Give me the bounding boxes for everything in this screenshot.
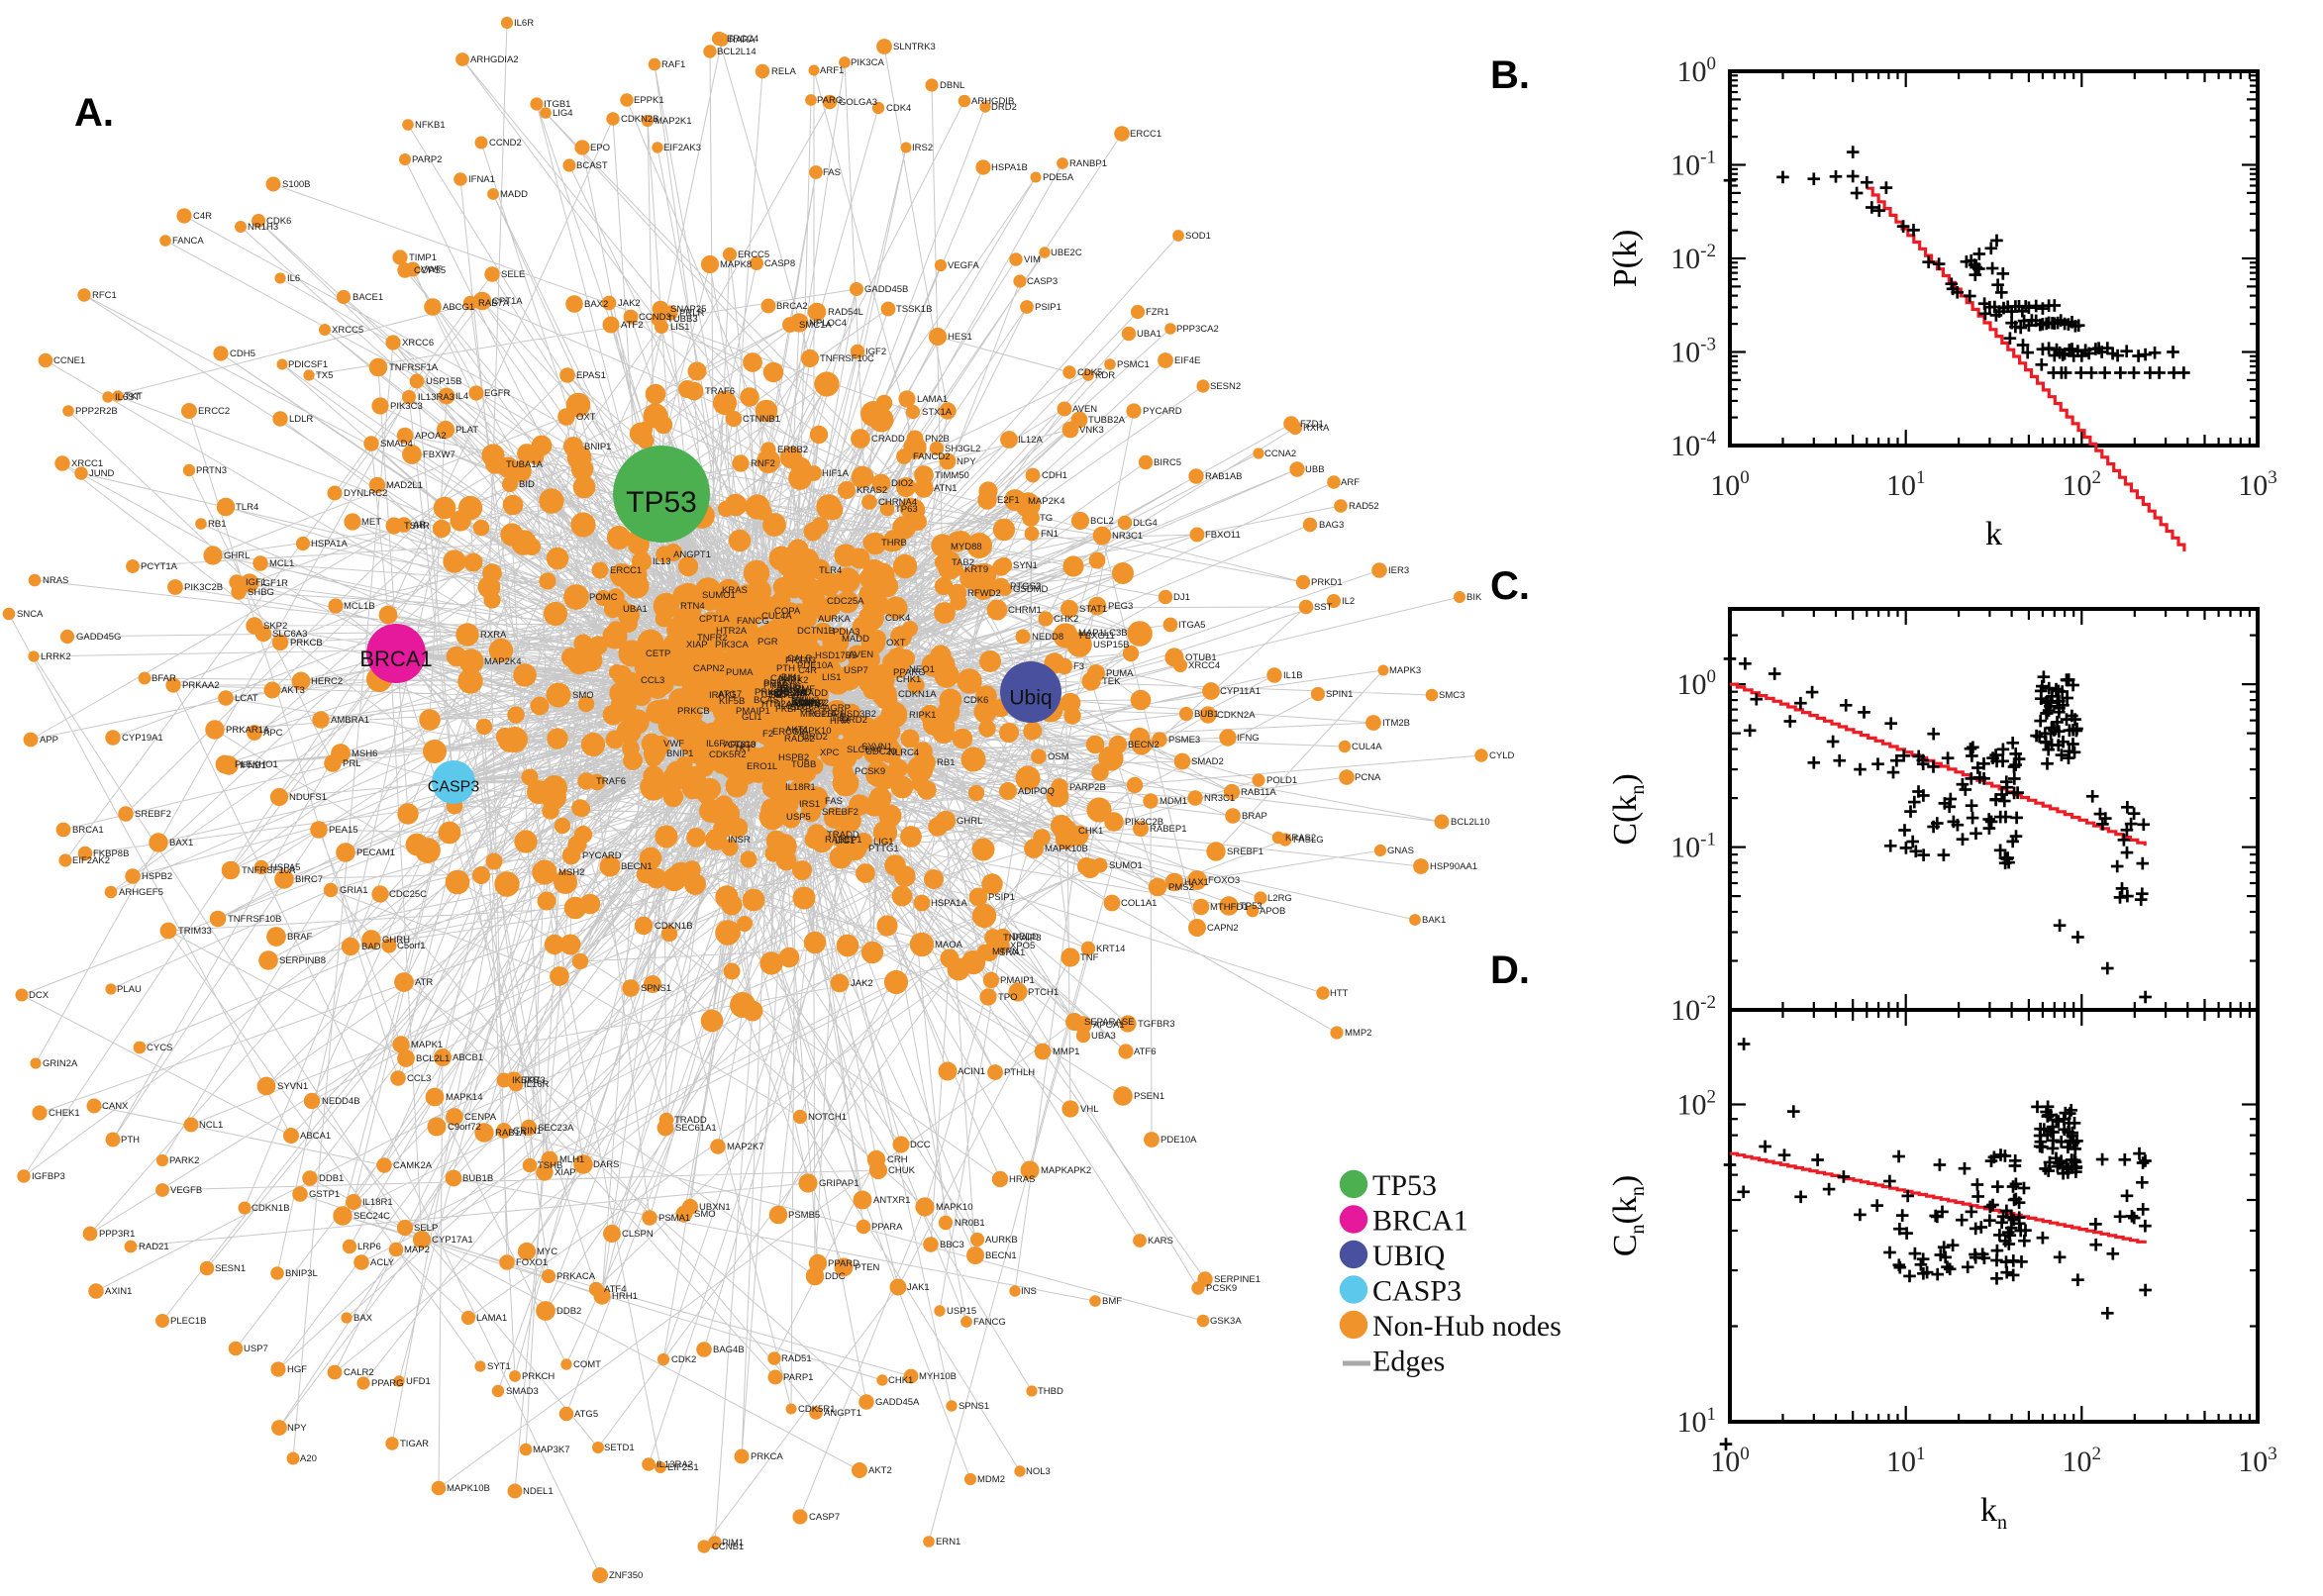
svg-text:10-1: 10-1	[1670, 148, 1716, 182]
svg-text:103: 103	[2238, 467, 2277, 502]
svg-text:101: 101	[1886, 467, 1926, 502]
svg-text:k: k	[1985, 516, 2002, 552]
svg-text:10-4: 10-4	[1670, 428, 1716, 462]
svg-text:P(k): P(k)	[1607, 230, 1644, 288]
svg-text:101: 101	[1886, 1444, 1926, 1478]
svg-text:102: 102	[2063, 467, 2102, 502]
svg-text:Edges: Edges	[1372, 1346, 1445, 1378]
svg-text:10-2: 10-2	[1670, 241, 1716, 275]
svg-text:102: 102	[1677, 1087, 1717, 1122]
svg-text:100: 100	[1677, 666, 1717, 701]
svg-text:10-1: 10-1	[1670, 830, 1716, 864]
svg-text:Non-Hub nodes: Non-Hub nodes	[1372, 1310, 1562, 1343]
svg-text:BRCA1: BRCA1	[1372, 1205, 1468, 1238]
svg-text:kn: kn	[1980, 1492, 2007, 1534]
svg-text:100: 100	[1710, 1444, 1750, 1478]
svg-text:10-2: 10-2	[1670, 992, 1716, 1027]
svg-text:UBIQ: UBIQ	[1372, 1240, 1446, 1272]
svg-text:103: 103	[2238, 1444, 2277, 1478]
svg-text:10-3: 10-3	[1670, 335, 1716, 369]
svg-text:102: 102	[2063, 1444, 2102, 1478]
svg-text:C(kn): C(kn)	[1607, 773, 1649, 845]
svg-text:CASP3: CASP3	[1372, 1275, 1462, 1308]
svg-text:100: 100	[1710, 467, 1750, 502]
svg-text:100: 100	[1677, 53, 1717, 88]
svg-text:TP53: TP53	[1372, 1169, 1437, 1202]
